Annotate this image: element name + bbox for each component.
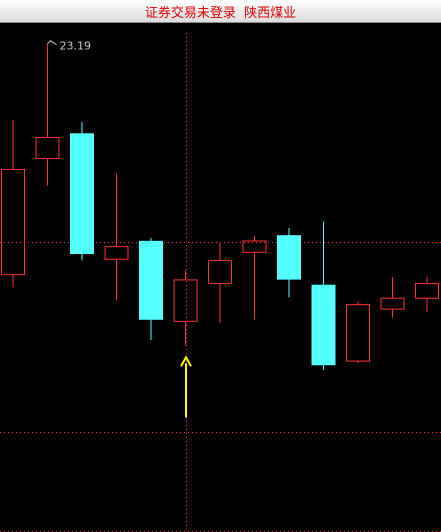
candle bbox=[104, 173, 129, 301]
candle bbox=[35, 43, 60, 186]
candle-body bbox=[208, 259, 232, 285]
candle bbox=[415, 276, 439, 312]
candlestick-chart[interactable]: 23.19 bbox=[0, 23, 441, 532]
candle-body bbox=[139, 240, 163, 320]
annotations: 23.19 bbox=[47, 40, 192, 418]
candle-body bbox=[242, 240, 267, 253]
candle-body bbox=[70, 133, 94, 255]
candle-body bbox=[311, 284, 336, 366]
candle-body bbox=[346, 304, 370, 362]
candle-body bbox=[277, 235, 301, 280]
up-arrow-icon bbox=[180, 355, 192, 367]
candles bbox=[1, 43, 439, 371]
candle bbox=[208, 242, 232, 323]
peak-value-label: 23.19 bbox=[60, 40, 92, 53]
candle-body bbox=[104, 246, 129, 260]
candle bbox=[380, 277, 405, 318]
candle bbox=[346, 301, 370, 364]
window-title: 证券交易未登录 陕西煤业 bbox=[144, 5, 297, 21]
candle bbox=[173, 270, 198, 346]
peak-pointer-icon bbox=[47, 40, 57, 46]
title-bar: 证券交易未登录 陕西煤业 bbox=[0, 0, 441, 23]
candle-body bbox=[35, 136, 60, 160]
candle bbox=[242, 236, 267, 320]
candle bbox=[70, 122, 94, 261]
candle-body bbox=[415, 283, 439, 299]
candle bbox=[1, 120, 25, 288]
crosshair bbox=[0, 33, 441, 532]
candle-body bbox=[1, 169, 25, 276]
candle bbox=[277, 227, 301, 298]
candle-body bbox=[173, 279, 198, 322]
candle bbox=[139, 238, 163, 340]
candle-body bbox=[380, 297, 405, 310]
candle bbox=[311, 221, 336, 371]
